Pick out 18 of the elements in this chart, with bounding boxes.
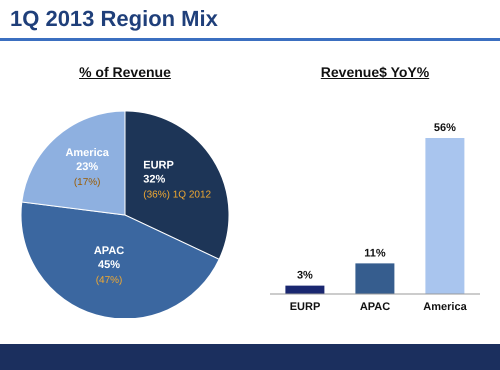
text: (36%) 1Q 2012: [143, 189, 212, 200]
text: (47%): [96, 274, 122, 286]
data-label: 3%: [296, 270, 314, 282]
text: (17%): [74, 177, 101, 188]
x-tick-label: America: [423, 300, 468, 313]
x-tick-label: EURP: [290, 300, 320, 313]
data-label: 23%: [76, 161, 98, 174]
slice-label: EURP: [143, 159, 174, 172]
data-label: 45%: [98, 258, 120, 271]
chart-subtitle: % of Revenue: [78, 64, 172, 80]
chart-title: 1Q 2013 Region Mix: [10, 6, 218, 32]
data-label: 11%: [364, 247, 386, 260]
slice-label: APAC: [94, 244, 124, 257]
x-tick-label: APAC: [360, 300, 390, 313]
slice-label: America: [65, 147, 110, 160]
data-label: 32%: [143, 173, 166, 186]
chart-title: Revenue$ YoY%: [320, 64, 430, 80]
data-label: 56%: [434, 122, 456, 134]
